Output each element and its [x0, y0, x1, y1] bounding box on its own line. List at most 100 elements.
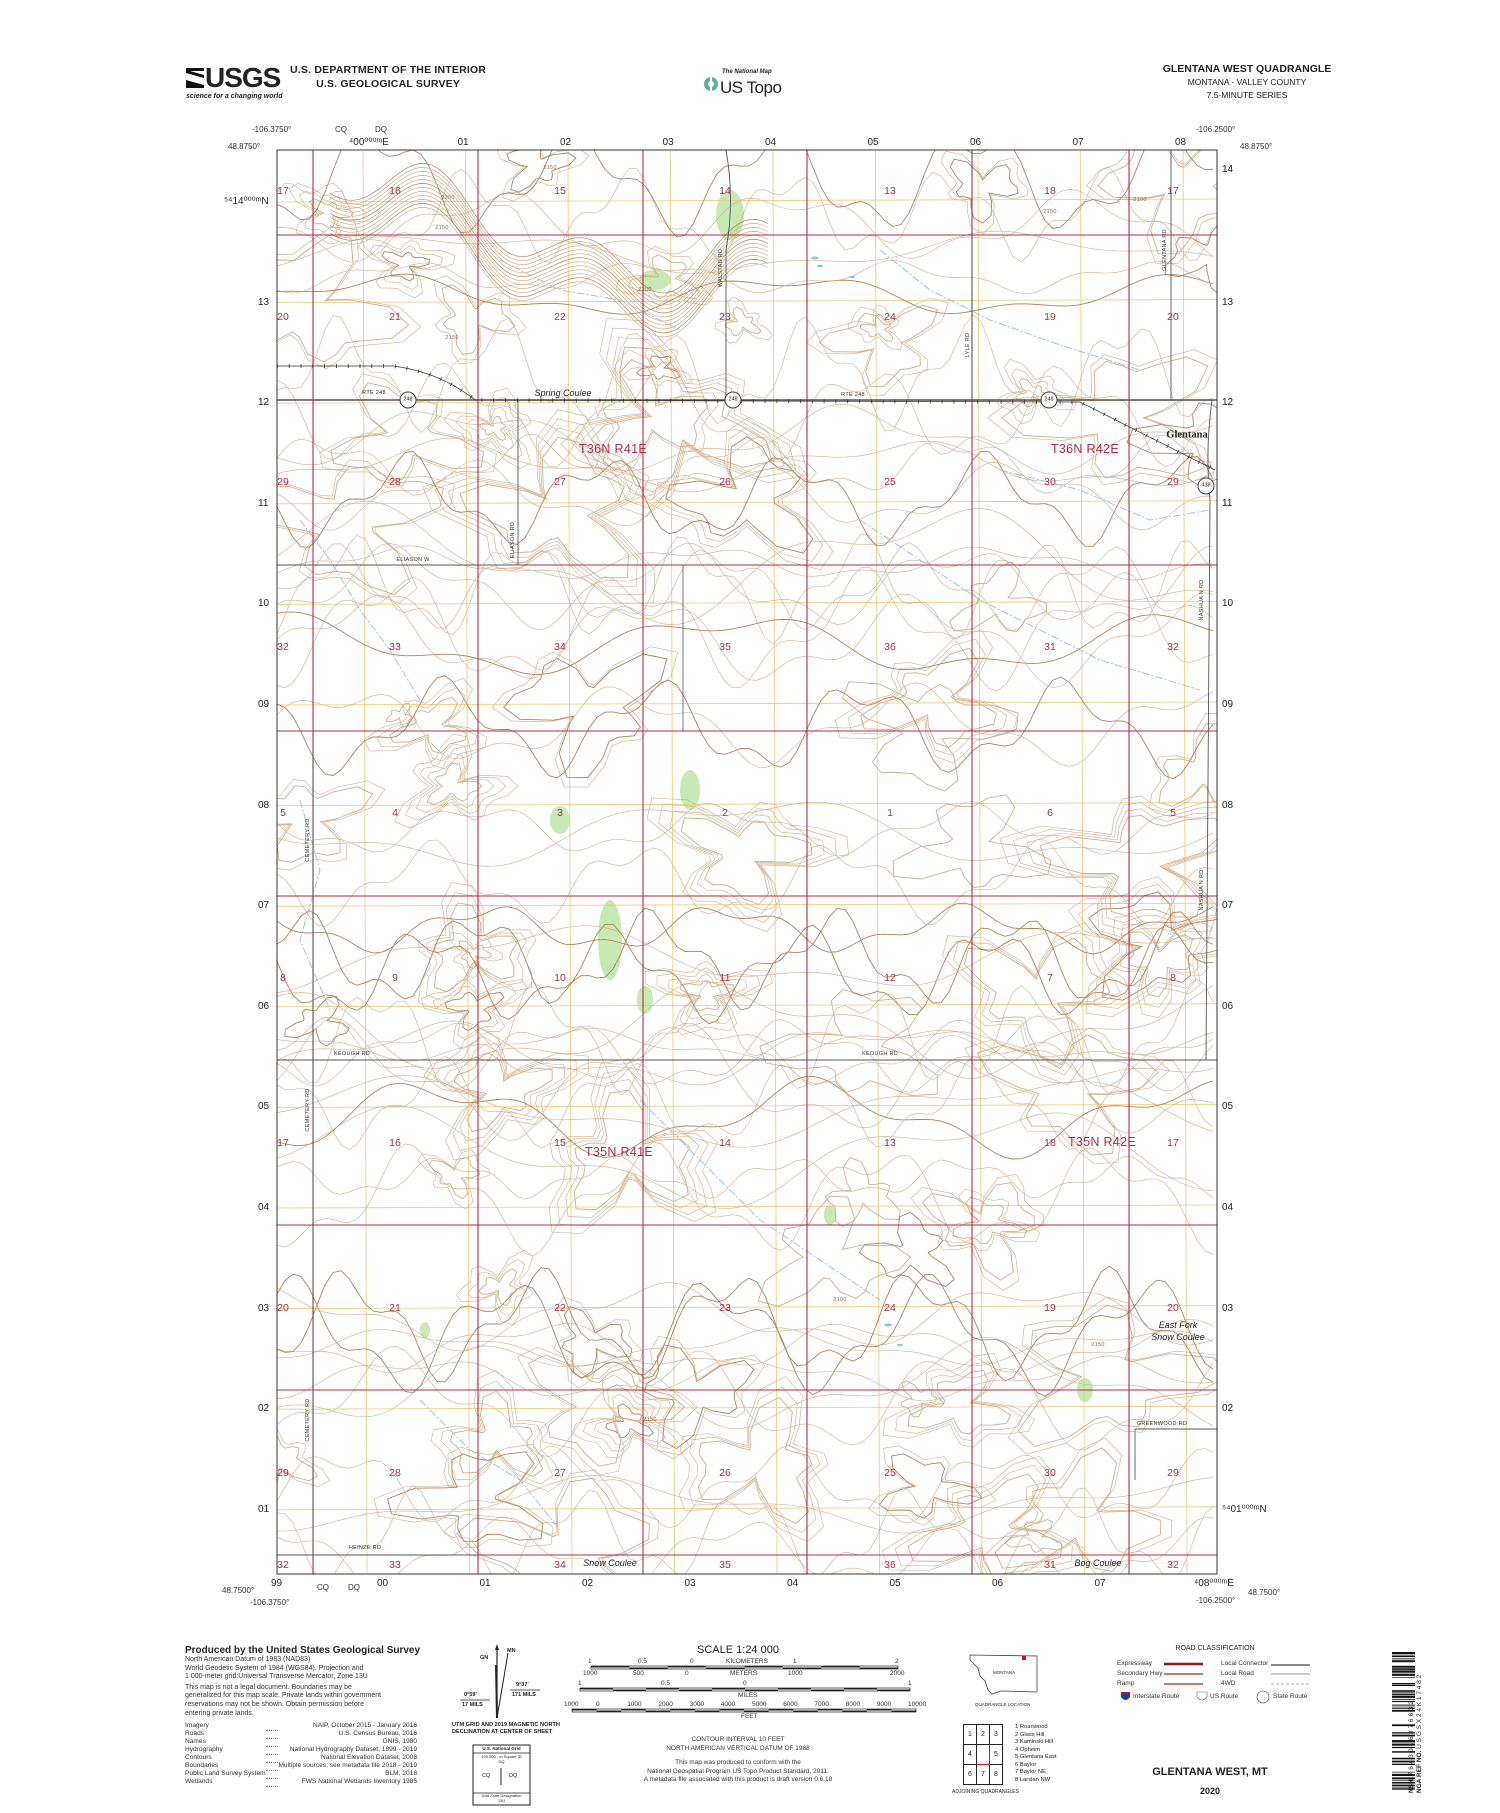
- adjoining-quad-cell: 8: [989, 1764, 1003, 1785]
- datum-line: World Geodetic System of 1984 (WGS84). P…: [185, 1664, 364, 1672]
- contour-line: [433, 275, 527, 365]
- contour-line: [656, 967, 761, 1028]
- vegetation-layer: [420, 190, 1243, 1402]
- adjoining-quad-name: 4 Opheim: [1015, 1746, 1041, 1753]
- contour-line: [277, 1485, 1214, 1574]
- easting-label-bottom: ⁴08⁰⁰⁰ᵐE: [1194, 1578, 1234, 1589]
- km-tick-label: 0: [690, 1658, 694, 1665]
- national-grid-cq: CQ: [482, 1773, 491, 1779]
- contour-line: [1119, 923, 1203, 1008]
- contour-line: [277, 1017, 1214, 1141]
- barcode-bar: [1392, 1771, 1415, 1773]
- contour-interval-block: CONTOUR INTERVAL 10 FEET NORTH AMERICAN …: [638, 1736, 838, 1785]
- declination-caption: UTM GRID AND 2019 MAGNETIC NORTH DECLINA…: [452, 1722, 560, 1736]
- adjoining-quad-name: 3 Kaminski Hill: [1015, 1739, 1054, 1745]
- credit-row: Hydrography National Hydrography Dataset,…: [185, 1746, 417, 1755]
- utm-grid-line: [277, 1305, 1217, 1309]
- contour-line: [277, 437, 1214, 493]
- section-number: 29: [1167, 476, 1179, 488]
- legend-4wd: 4WD: [1221, 1679, 1236, 1687]
- vegetation-patch: [1227, 375, 1243, 385]
- adjoining-quad-cell: 6: [963, 1764, 977, 1785]
- adjoining-quad-name: 7 Baylor NE: [1015, 1769, 1046, 1775]
- section-number: 31: [1044, 641, 1056, 653]
- contour-line: [277, 1355, 1214, 1402]
- barcode-bar: [1392, 1757, 1415, 1760]
- section-number: 34: [554, 1559, 566, 1571]
- contour-line: [922, 1182, 1035, 1281]
- contour-line: [418, 882, 537, 1010]
- contour-elevation-label: 2150: [643, 1417, 657, 1423]
- utm-grid-line: [277, 1104, 1217, 1108]
- northing-label-left: 04: [258, 1202, 270, 1213]
- place-label: Spring Coulee: [534, 388, 592, 398]
- contour-line: [1149, 713, 1217, 814]
- utm-grid-line: [277, 299, 1217, 304]
- credit-leader: [265, 1770, 279, 1779]
- barcode-bar: [1392, 1782, 1415, 1784]
- contour-line: [420, 979, 529, 1050]
- utm-grid-line: [567, 150, 573, 1574]
- road-label: KEOUGH RD: [333, 1051, 371, 1057]
- contour-line: [329, 167, 769, 298]
- production-notes: Produced by the United States Geological…: [185, 1645, 425, 1787]
- stream-line: [879, 249, 1141, 371]
- adjoining-caption: ADJOINING QUADRANGLES: [952, 1789, 1019, 1795]
- mn-mils: 171 MILS: [512, 1692, 536, 1698]
- contour-line: [635, 355, 681, 380]
- contour-line: [440, 1380, 554, 1485]
- contour-line: [277, 1444, 1214, 1529]
- contour-line: [590, 346, 773, 493]
- section-number: 18: [1044, 185, 1056, 197]
- feet-unit-label: FEET: [741, 1713, 758, 1720]
- contour-elevation-label: 2200: [638, 287, 652, 293]
- section-number: 22: [554, 1302, 566, 1314]
- northing-label-right: 05: [1222, 1101, 1234, 1113]
- section-number: 33: [389, 641, 401, 653]
- easting-label-top: ⁴00⁰⁰⁰ᵐE: [349, 137, 389, 148]
- datum-line: 1 000-meter grid:Universal Transverse Me…: [185, 1673, 368, 1681]
- section-number: 31: [1044, 1559, 1056, 1571]
- feet-scale-bar-segment: [694, 1710, 720, 1712]
- walstad-road: [725, 150, 731, 400]
- northing-label-right: 13: [1222, 296, 1234, 308]
- contour-line: [1086, 150, 1217, 264]
- pond: [884, 1323, 892, 1327]
- barcode-bar: [1392, 1670, 1415, 1673]
- road-label: CEMETERY RD: [305, 1398, 311, 1442]
- kilometer-scale-bar-segment: [859, 1667, 898, 1669]
- barcode-bar: [1392, 1709, 1415, 1712]
- credit-leader: [265, 1778, 279, 1787]
- contour-line: [277, 273, 1214, 315]
- mile-unit-label: MILES: [738, 1692, 758, 1699]
- easting-label-top: 01: [457, 137, 469, 148]
- contour-line: [615, 245, 714, 306]
- section-number: 14: [719, 1137, 731, 1149]
- section-number: 29: [277, 476, 289, 488]
- contour-line: [277, 314, 1214, 433]
- conform-line: National Geospatial Program US Topo Prod…: [647, 1767, 829, 1775]
- legend-interstate: Interstate Route: [1133, 1693, 1180, 1700]
- credit-item: Roads: [185, 1730, 205, 1738]
- contour-line: [363, 678, 487, 770]
- stream-line: [859, 519, 1201, 691]
- meter-unit-label: METERS: [730, 1670, 758, 1677]
- section-number: 20: [277, 1302, 289, 1314]
- utm-grid-line: [277, 198, 1217, 203]
- section-number: 11: [719, 972, 731, 984]
- section-number: 19: [1044, 311, 1056, 323]
- route-438-shield: 438: [1197, 477, 1215, 495]
- contour-line: [467, 406, 515, 451]
- contour-line: [277, 1516, 1214, 1574]
- contour-line: [277, 801, 1214, 857]
- contour-line: [329, 191, 769, 322]
- contour-line: [277, 1015, 1214, 1093]
- contour-line: [881, 1455, 1084, 1574]
- feet-tick-label: 5000: [752, 1701, 767, 1708]
- declination-caption-line: DECLINATION AT CENTER OF SHEET: [452, 1729, 553, 1735]
- section-number: 28: [389, 1467, 401, 1479]
- barcode-bar: [1392, 1695, 1415, 1698]
- agency-block: U.S. DEPARTMENT OF THE INTERIOR U.S. GEO…: [290, 63, 486, 91]
- contour-line: [983, 1437, 1173, 1574]
- contour-line: [635, 1335, 766, 1460]
